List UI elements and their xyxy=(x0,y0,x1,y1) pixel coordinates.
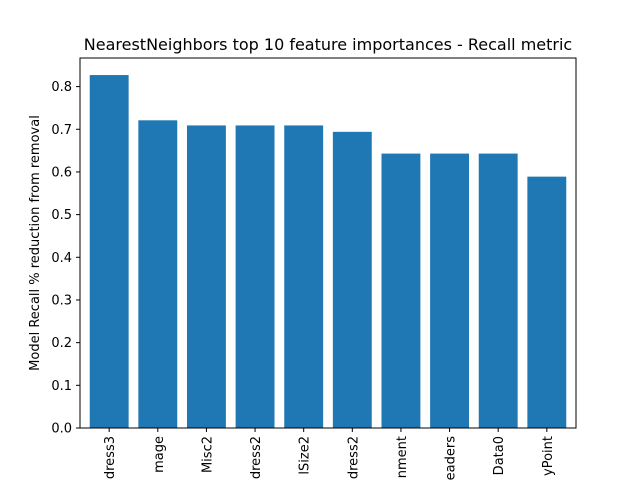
x-axis-ticks: dress3 mage Misc2 dress2 lSize2 dress2 nment ea… xyxy=(103,428,556,480)
x-tick-label-6: nment xyxy=(395,436,410,478)
bar-1 xyxy=(138,120,178,428)
bar-7 xyxy=(430,153,470,428)
y-axis-ticks: 0.0 0.1 0.2 0.3 0.4 0.5 0.6 0.7 0.8 xyxy=(51,80,80,437)
x-tick-label-2: Misc2 xyxy=(200,436,215,473)
x-tick-label-3: dress2 xyxy=(249,436,264,479)
y-tick-label-6: 0.6 xyxy=(51,165,72,180)
y-tick-label-7: 0.7 xyxy=(51,123,72,138)
y-tick-label-0: 0.0 xyxy=(51,422,72,437)
bar-2 xyxy=(186,125,226,429)
x-tick-label-0: dress3 xyxy=(103,436,118,479)
bar-3 xyxy=(235,125,275,429)
x-tick-label-5: dress2 xyxy=(346,436,361,479)
y-tick-label-2: 0.2 xyxy=(51,336,72,351)
bar-8 xyxy=(478,153,518,428)
x-tick-label-8: Data0 xyxy=(492,436,507,475)
x-tick-label-7: eaders xyxy=(444,436,459,480)
chart-title: NearestNeighbors top 10 feature importan… xyxy=(84,35,572,54)
x-tick-label-4: lSize2 xyxy=(298,436,313,475)
plot-frame xyxy=(79,57,577,429)
x-tick-label-9: yPoint xyxy=(541,436,556,476)
bar-0 xyxy=(89,75,129,428)
x-tick-label-1: mage xyxy=(152,436,167,473)
y-tick-label-1: 0.1 xyxy=(51,379,72,394)
y-tick-label-8: 0.8 xyxy=(51,80,72,95)
y-tick-label-3: 0.3 xyxy=(51,293,72,308)
bars-group xyxy=(89,75,567,429)
bar-6 xyxy=(381,153,421,428)
y-tick-label-5: 0.5 xyxy=(51,208,72,223)
y-axis-label: Model Recall % reduction from removal xyxy=(28,115,43,371)
bar-5 xyxy=(332,131,372,428)
y-tick-label-4: 0.4 xyxy=(51,251,72,266)
bar-9 xyxy=(527,176,567,428)
bar-4 xyxy=(284,125,324,429)
